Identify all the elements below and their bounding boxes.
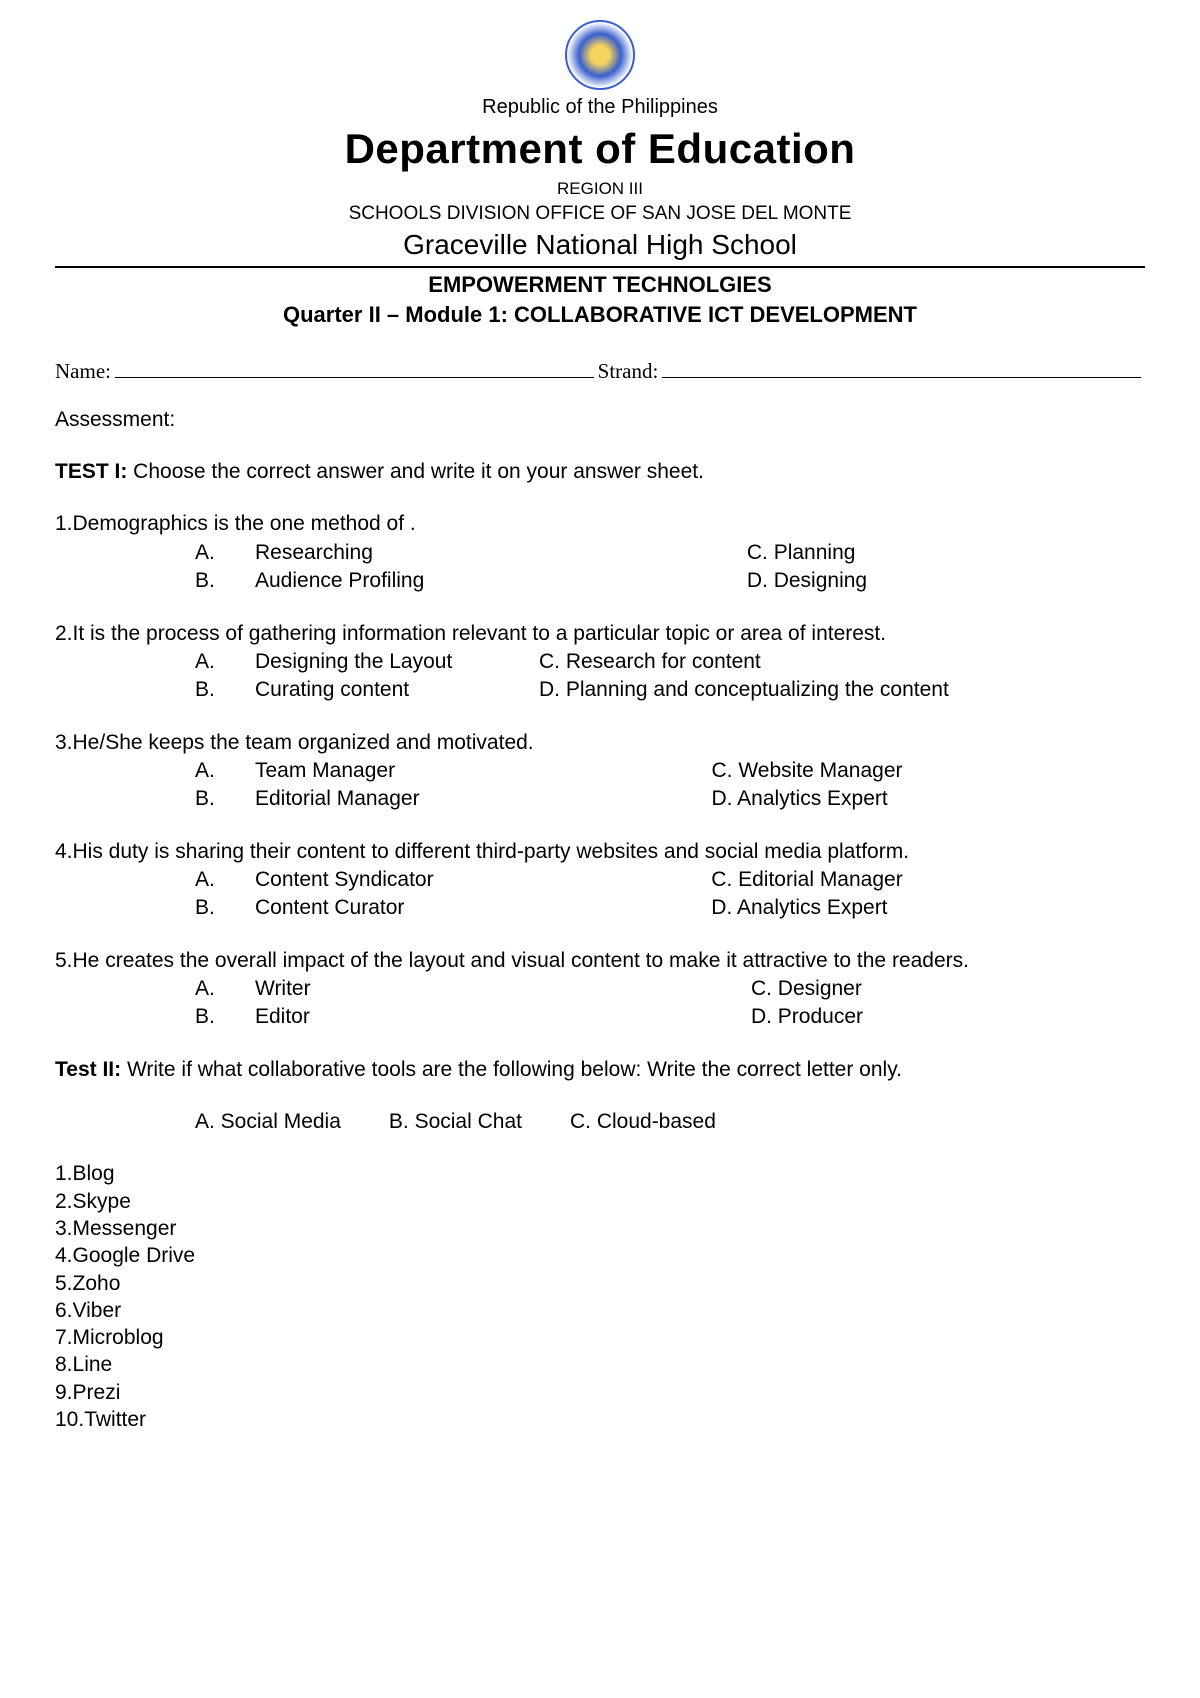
question-3: 3.He/She keeps the team organized and mo…	[55, 729, 1145, 814]
q2-num: 2.	[55, 622, 73, 645]
q3-text: He/She keeps the team organized and moti…	[73, 731, 534, 754]
q5-b-text: Editor	[255, 1003, 727, 1031]
list-item: 7.Microblog	[55, 1324, 1145, 1351]
strand-label: Strand:	[598, 357, 659, 385]
test2-label: Test II:	[55, 1058, 121, 1081]
q2-options: A. Designing the Layout C. Research for …	[195, 648, 1145, 705]
test2-option-c: C. Cloud-based	[570, 1108, 716, 1136]
list-item: 8.Line	[55, 1351, 1145, 1378]
region-text: REGION III	[55, 178, 1145, 201]
q2-a-text: Designing the Layout	[255, 648, 515, 676]
subject-title: EMPOWERMENT TECHNOLGIES	[55, 270, 1145, 300]
list-item: 10.Twitter	[55, 1406, 1145, 1433]
name-underline	[115, 357, 594, 378]
q4-b-letter: B.	[195, 894, 255, 922]
department-title: Department of Education	[55, 121, 1145, 178]
q4-a-letter: A.	[195, 866, 255, 894]
document-header: Republic of the Philippines Department o…	[55, 20, 1145, 264]
q4-num: 4.	[55, 840, 73, 863]
q5-d-text: D. Producer	[751, 1003, 1145, 1031]
q5-a-text: Writer	[255, 975, 727, 1003]
q5-text: He creates the overall impact of the lay…	[73, 949, 969, 972]
q3-num: 3.	[55, 731, 73, 754]
deped-seal-icon	[565, 20, 635, 90]
test1-label: TEST I:	[55, 460, 127, 483]
list-item: 1.Blog	[55, 1160, 1145, 1187]
list-item: 4.Google Drive	[55, 1242, 1145, 1269]
q4-a-text: Content Syndicator	[255, 866, 687, 894]
q1-c-text: C. Planning	[747, 539, 1145, 567]
q5-num: 5.	[55, 949, 73, 972]
name-strand-row: Name: Strand:	[55, 357, 1145, 385]
q1-num: 1.	[55, 512, 73, 535]
list-item: 3.Messenger	[55, 1215, 1145, 1242]
q1-b-letter: B.	[195, 567, 255, 595]
strand-underline	[662, 357, 1141, 378]
test2-options-row: A. Social Media B. Social Chat C. Cloud-…	[195, 1108, 1145, 1136]
test2-intro: Test II: Write if what collaborative too…	[55, 1056, 1145, 1084]
q1-a-letter: A.	[195, 539, 255, 567]
test1-instruction: Choose the correct answer and write it o…	[127, 460, 704, 483]
q4-c-text: C. Editorial Manager	[711, 866, 1145, 894]
q5-b-letter: B.	[195, 1003, 255, 1031]
question-1: 1.Demographics is the one method of . A.…	[55, 510, 1145, 595]
list-item: 5.Zoho	[55, 1270, 1145, 1297]
list-item: 6.Viber	[55, 1297, 1145, 1324]
q2-b-letter: B.	[195, 676, 255, 704]
q2-c-text: C. Research for content	[539, 648, 1145, 676]
divider	[55, 266, 1145, 268]
q3-options: A. Team Manager C. Website Manager B. Ed…	[195, 757, 1145, 814]
q3-a-text: Team Manager	[255, 757, 687, 785]
list-item: 2.Skype	[55, 1188, 1145, 1215]
module-title: Quarter II – Module 1: COLLABORATIVE ICT…	[55, 300, 1145, 330]
q1-d-text: D. Designing	[747, 567, 1145, 595]
q4-d-text: D. Analytics Expert	[711, 894, 1145, 922]
republic-text: Republic of the Philippines	[55, 94, 1145, 121]
q1-a-text: Researching	[255, 539, 723, 567]
question-2: 2.It is the process of gathering informa…	[55, 620, 1145, 705]
q3-b-letter: B.	[195, 785, 255, 813]
q4-b-text: Content Curator	[255, 894, 687, 922]
test2-instruction: Write if what collaborative tools are th…	[121, 1058, 902, 1081]
q4-text: His duty is sharing their content to dif…	[73, 840, 910, 863]
test2-option-b: B. Social Chat	[389, 1108, 522, 1136]
q5-c-text: C. Designer	[751, 975, 1145, 1003]
q3-b-text: Editorial Manager	[255, 785, 687, 813]
q2-d-text: D. Planning and conceptualizing the cont…	[539, 676, 1145, 704]
school-text: Graceville National High School	[55, 226, 1145, 264]
q3-c-text: C. Website Manager	[711, 757, 1145, 785]
question-5: 5.He creates the overall impact of the l…	[55, 947, 1145, 1032]
q2-text: It is the process of gathering informati…	[73, 622, 887, 645]
q3-d-text: D. Analytics Expert	[711, 785, 1145, 813]
q1-options: A. Researching C. Planning B. Audience P…	[195, 539, 1145, 596]
list-item: 9.Prezi	[55, 1379, 1145, 1406]
q1-text: Demographics is the one method of .	[73, 512, 416, 535]
q2-a-letter: A.	[195, 648, 255, 676]
test2-option-a: A. Social Media	[195, 1108, 341, 1136]
name-label: Name:	[55, 357, 111, 385]
division-text: SCHOOLS DIVISION OFFICE OF SAN JOSE DEL …	[55, 201, 1145, 227]
test1-intro: TEST I: Choose the correct answer and wr…	[55, 458, 1145, 486]
q3-a-letter: A.	[195, 757, 255, 785]
q5-options: A. Writer C. Designer B. Editor D. Produ…	[195, 975, 1145, 1032]
q2-b-text: Curating content	[255, 676, 515, 704]
assessment-label: Assessment:	[55, 406, 1145, 434]
question-4: 4.His duty is sharing their content to d…	[55, 838, 1145, 923]
test2-list: 1.Blog 2.Skype 3.Messenger 4.Google Driv…	[55, 1160, 1145, 1433]
q5-a-letter: A.	[195, 975, 255, 1003]
q4-options: A. Content Syndicator C. Editorial Manag…	[195, 866, 1145, 923]
q1-b-text: Audience Profiling	[255, 567, 723, 595]
